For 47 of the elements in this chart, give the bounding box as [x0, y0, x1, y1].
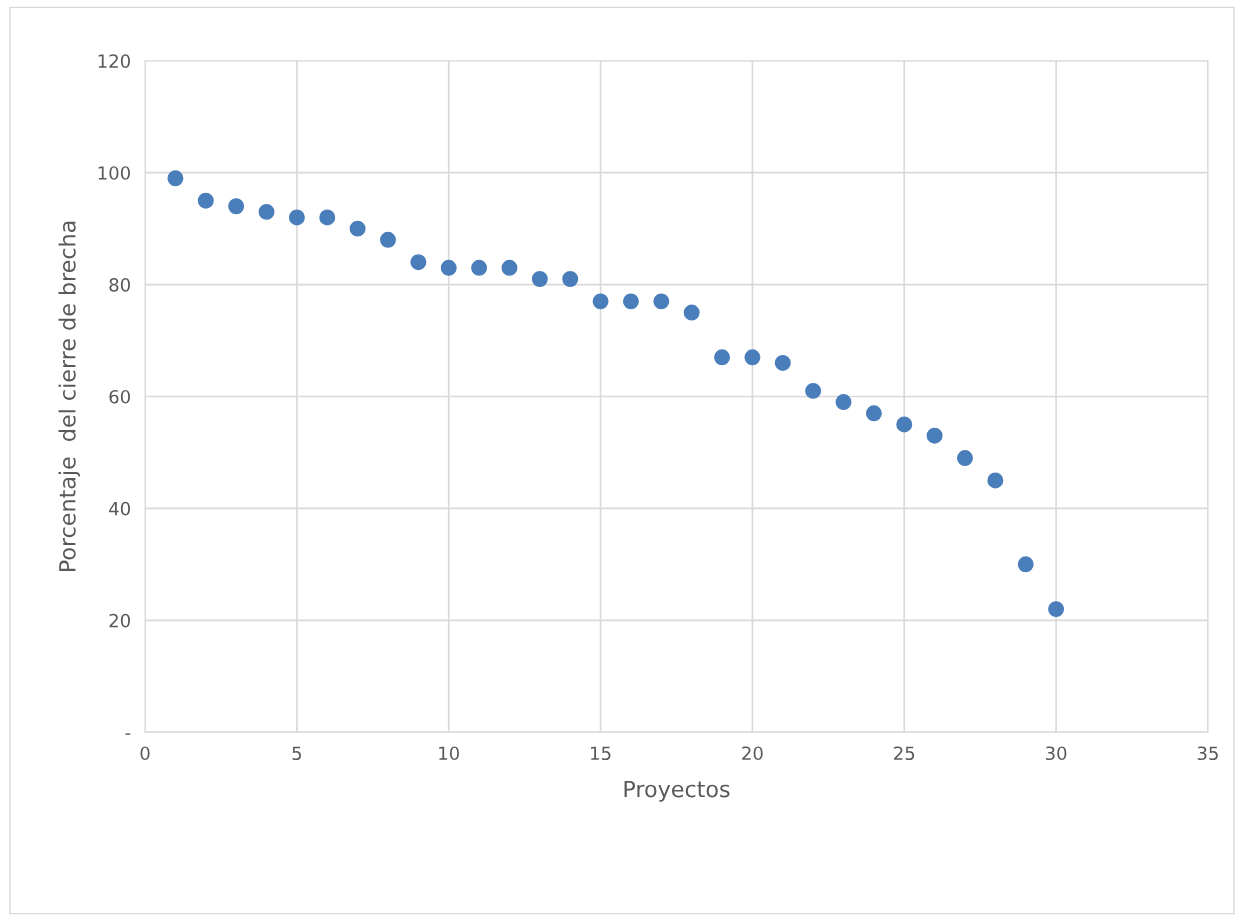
x-axis-title: Proyectos — [624, 780, 730, 802]
point — [744, 349, 761, 366]
point — [228, 198, 245, 215]
point — [1048, 601, 1065, 618]
point — [501, 259, 518, 276]
point — [349, 220, 366, 237]
point — [562, 271, 579, 287]
point — [683, 304, 700, 321]
y-tick-label: 120 — [98, 54, 130, 68]
point — [1017, 556, 1034, 573]
y-tick-label: 40 — [109, 501, 130, 516]
point — [622, 293, 639, 310]
x-tick-label: 35 — [1197, 746, 1218, 761]
y-tick-label: 60 — [109, 389, 130, 404]
point — [592, 293, 609, 310]
y-tick-label: 20 — [109, 613, 130, 628]
point — [896, 416, 913, 433]
point — [957, 450, 973, 467]
point — [714, 349, 731, 366]
point — [774, 354, 791, 371]
point — [987, 472, 1004, 489]
x-tick-label: 30 — [1045, 746, 1067, 761]
y-tick-label: 100 — [98, 166, 130, 180]
point — [197, 192, 214, 209]
point — [258, 203, 275, 220]
point — [926, 427, 943, 444]
x-tick-label: 20 — [742, 746, 763, 761]
x-tick-label: 10 — [439, 746, 460, 761]
point — [288, 209, 305, 226]
x-tick-label: 5 — [292, 746, 302, 761]
point — [410, 254, 427, 271]
point — [531, 271, 548, 287]
point — [319, 209, 336, 226]
point — [471, 259, 488, 276]
x-tick-label: 15 — [591, 746, 611, 761]
point — [167, 170, 184, 187]
point — [380, 231, 396, 248]
y-tick-label: - — [125, 733, 131, 735]
y-tick-label: 80 — [109, 278, 130, 292]
point — [653, 293, 670, 310]
point — [865, 405, 882, 422]
point — [835, 394, 852, 411]
x-tick-label: 25 — [894, 746, 915, 761]
y-axis-title: Porcentaje del cierre de brecha — [58, 221, 81, 572]
point — [440, 259, 457, 276]
point — [805, 382, 822, 399]
x-tick-label: 0 — [140, 746, 150, 761]
